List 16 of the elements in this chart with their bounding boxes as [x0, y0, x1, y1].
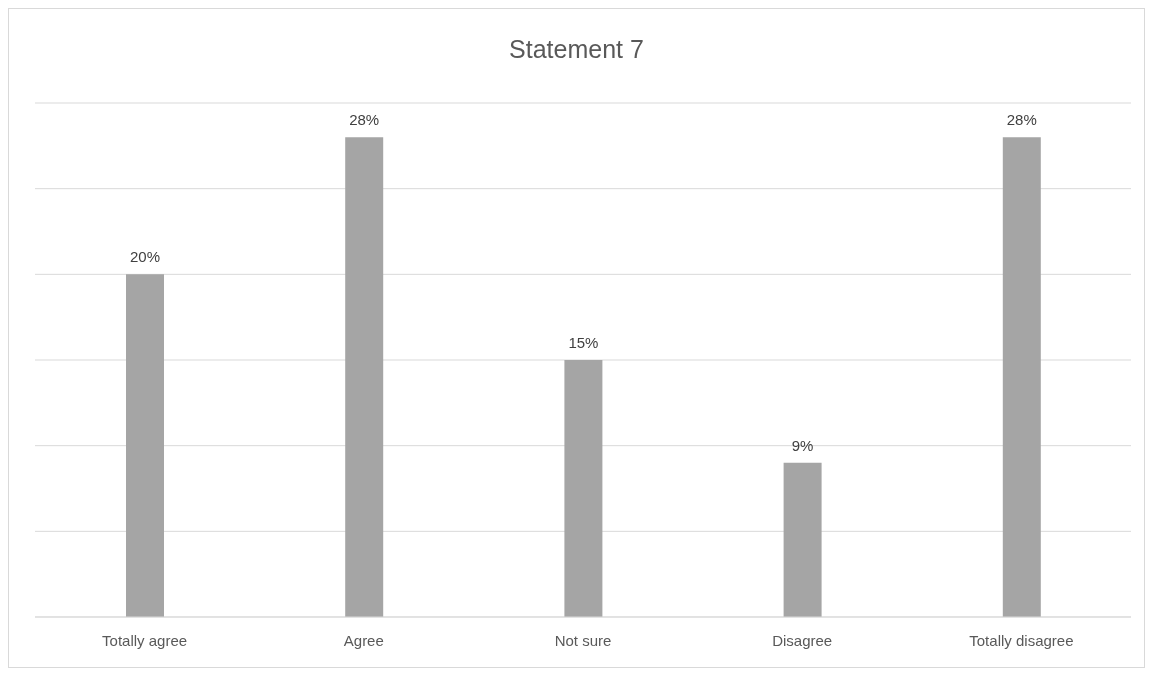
bar	[345, 137, 384, 617]
bar	[1002, 137, 1041, 617]
data-label: 28%	[1006, 111, 1037, 129]
data-label: 15%	[568, 334, 599, 351]
x-tick-label: Agree	[343, 631, 384, 649]
data-label: 20%	[129, 248, 161, 266]
bar	[126, 274, 164, 617]
x-tick-label: Disagree	[772, 631, 833, 649]
data-label: 9%	[791, 436, 814, 454]
x-tick-label: Totally agree	[102, 631, 188, 649]
chart-title: Statement 7	[508, 35, 645, 64]
x-tick-label: Totally disagree	[969, 631, 1074, 649]
x-tick-label: Not sure	[554, 631, 612, 649]
data-label: 28%	[349, 111, 380, 129]
bar	[783, 462, 822, 617]
bar	[564, 360, 603, 617]
